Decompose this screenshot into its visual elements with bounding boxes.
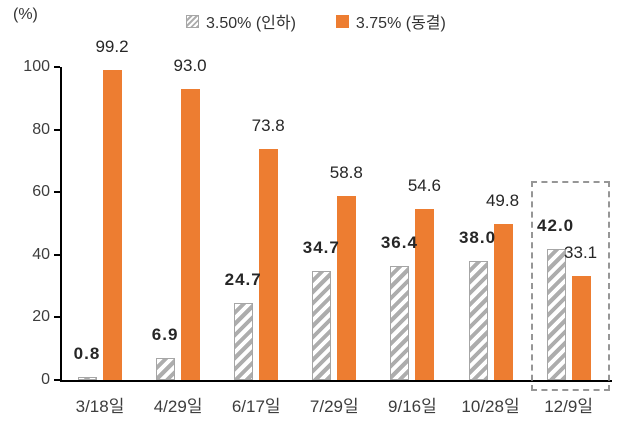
bar-hatched-2: [234, 302, 254, 380]
bar-hatched-1: [156, 358, 176, 380]
legend-label-rate-freeze: 3.75% (동결): [355, 15, 446, 32]
y-tick-label: 60: [32, 183, 50, 201]
highlight-dashed-box: [531, 181, 611, 391]
bar-solid-2: [259, 149, 279, 380]
bar-solid-0: [103, 69, 122, 380]
y-axis-tick: [54, 128, 60, 131]
legend-solid-swatch-icon: [335, 14, 349, 28]
x-axis-line: [60, 380, 612, 382]
y-tick-label: 20: [32, 308, 50, 326]
legend-label-rate-cut: 3.50% (인하): [206, 15, 296, 32]
y-axis-tick: [54, 66, 60, 69]
y-axis-tick: [54, 316, 60, 319]
value-label-solid-0: 99.2: [95, 36, 129, 56]
y-tick-label: 40: [32, 245, 50, 263]
value-label-hatched-5: 38.0: [458, 228, 497, 248]
x-tick-label-3: 7/29일: [309, 397, 359, 416]
value-label-solid-1: 93.0: [173, 56, 207, 76]
bar-solid-5: [493, 224, 513, 380]
value-label-hatched-0: 0.8: [73, 344, 101, 364]
value-label-hatched-1: 6.9: [151, 325, 179, 345]
legend-item-rate-cut: 3.50% (인하): [186, 9, 296, 33]
x-tick-label-6: 12/9일: [544, 397, 593, 416]
y-tick-label: 80: [32, 120, 50, 138]
y-axis-unit-label: (%): [13, 6, 38, 23]
y-tick-label: 100: [23, 58, 50, 76]
y-axis-tick: [54, 379, 60, 381]
value-label-solid-6: 33.1: [564, 243, 598, 263]
legend: 3.50% (인하) 3.75% (동결): [186, 9, 446, 33]
x-tick-label-2: 6/17일: [231, 397, 281, 416]
bar-hatched-5: [468, 261, 488, 380]
y-axis-tick: [54, 253, 60, 256]
bar-hatched-4: [390, 266, 410, 380]
value-label-hatched-2: 24.7: [224, 269, 262, 289]
bar-hatched-0: [78, 377, 97, 380]
legend-item-rate-freeze: 3.75% (동결): [335, 9, 446, 33]
bar-hatched-3: [312, 271, 332, 380]
y-axis-tick: [54, 191, 60, 194]
value-label-hatched-6: 42.0: [537, 215, 575, 235]
x-tick-label-5: 10/28일: [461, 397, 520, 416]
value-label-hatched-4: 36.4: [380, 233, 418, 253]
value-label-hatched-3: 34.7: [302, 238, 340, 258]
bar-hatched-6: [546, 248, 566, 380]
value-label-solid-2: 73.8: [251, 116, 285, 136]
x-tick-label-1: 4/29일: [153, 397, 203, 416]
value-label-solid-4: 54.6: [407, 176, 441, 196]
y-tick-label: 0: [41, 371, 50, 388]
bar-solid-3: [337, 196, 357, 380]
y-axis-line: [60, 67, 62, 382]
x-tick-label-0: 3/18일: [75, 397, 125, 416]
bar-solid-4: [415, 209, 435, 380]
value-label-solid-5: 49.8: [485, 191, 520, 211]
value-label-solid-3: 58.8: [329, 163, 363, 183]
legend-hatched-swatch-icon: [186, 14, 199, 28]
bar-solid-1: [181, 89, 201, 380]
bar-solid-6: [571, 276, 591, 380]
x-tick-label-4: 9/16일: [388, 397, 437, 416]
